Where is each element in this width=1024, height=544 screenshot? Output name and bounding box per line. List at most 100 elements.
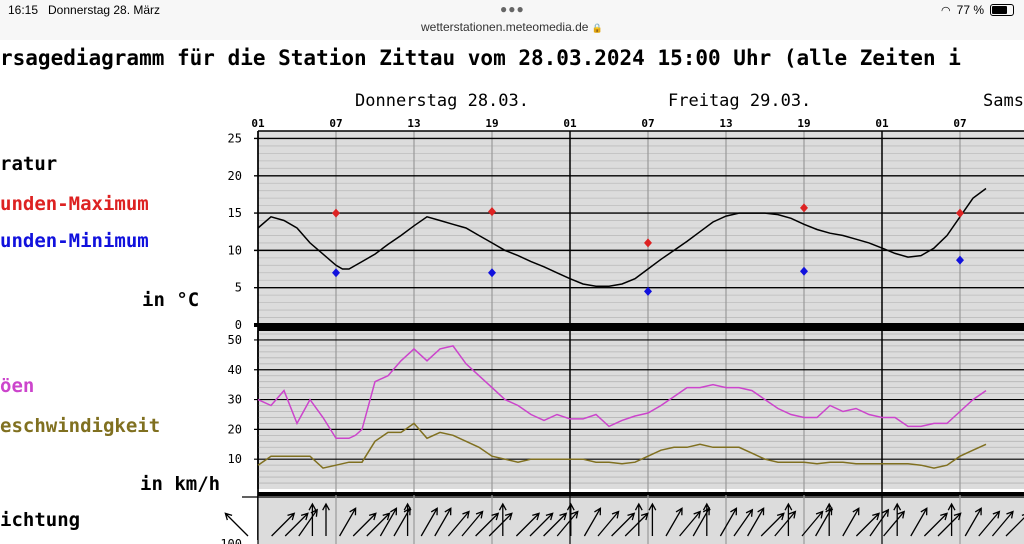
wind-direction-arrow [910, 507, 928, 537]
wind-legend-label: öen [0, 375, 34, 397]
wind-direction-arrow [379, 507, 398, 537]
wind-direction-arrow [893, 502, 902, 536]
hour-tick-label: 07 [329, 117, 342, 130]
wind-ytick-label: 50 [228, 333, 242, 347]
temp-legend-label: unden-Minimum [0, 230, 149, 252]
temp-legend-label: unden-Maximum [0, 193, 149, 215]
temp-max-marker [644, 238, 652, 248]
wind-direction-arrow [869, 508, 890, 537]
wind-direction-arrow [461, 510, 484, 537]
hour-tick-label: 13 [719, 117, 732, 130]
temp-ytick-label: 25 [228, 131, 242, 145]
wind-direction-arrow [624, 512, 649, 537]
battery-icon [990, 4, 1014, 16]
date-text: Donnerstag 28. März [48, 3, 161, 17]
wind-direction-arrow [1005, 514, 1024, 537]
wind-direction-arrow [801, 510, 824, 537]
temp-ytick-label: 10 [228, 243, 242, 257]
wind-direction-arrow [665, 507, 683, 537]
wind-direction-arrow [434, 507, 452, 537]
wind-direction-arrow [947, 502, 956, 536]
temp-min-marker [332, 268, 340, 278]
status-icons: ◠ 77 % [941, 3, 1014, 17]
temp-max-marker [488, 207, 496, 217]
wind-direction-arrow [702, 502, 711, 536]
temp-ytick-label: 0 [235, 318, 242, 332]
wind-direction-arrow [855, 512, 880, 537]
temp-ytick-label: 20 [228, 169, 242, 183]
wind-direction-arrow [679, 510, 702, 537]
wind-direction-arrow [475, 512, 500, 537]
temperature-line [257, 187, 987, 287]
address-bar[interactable]: wetterstationen.meteomedia.de 🔒 [0, 20, 1024, 34]
browser-status-bar: 16:15 Donnerstag 28. März ●●● wetterstat… [0, 0, 1024, 40]
wind-gust-line [257, 345, 987, 440]
direction-ytick-label: 100 [220, 537, 242, 544]
wind-direction-arrow [937, 512, 962, 537]
wind-direction-arrow [923, 512, 948, 537]
wind-direction-arrow [488, 512, 513, 537]
hour-tick-label: 01 [875, 117, 889, 130]
wind-ytick-label: 30 [228, 393, 242, 407]
wind-direction-arrow [322, 502, 330, 536]
day-label: Sams [983, 91, 1024, 111]
wind-direction-arrow [498, 502, 507, 536]
battery-percent: 77 % [956, 3, 984, 17]
wifi-icon: ◠ [941, 4, 951, 17]
wind-direction-arrow [648, 502, 657, 536]
hour-tick-label: 01 [563, 117, 577, 130]
lock-icon: 🔒 [591, 23, 603, 33]
temp-max-marker [332, 208, 340, 218]
url-text[interactable]: wetterstationen.meteomedia.de [421, 20, 589, 34]
tab-handle-icon[interactable]: ●●● [500, 2, 525, 16]
wind-direction-arrow [566, 502, 575, 536]
wind-direction-arrow [978, 510, 1001, 537]
wind-direction-arrow [366, 512, 391, 537]
temp-ytick-label: 15 [228, 206, 242, 220]
temp-min-marker [488, 268, 496, 278]
wind-direction-arrow [271, 512, 296, 537]
hour-tick-label: 01 [251, 117, 265, 130]
wind-unit-label: in km/h [140, 473, 220, 495]
hour-tick-label: 13 [407, 117, 420, 130]
wind-direction-arrow [447, 510, 470, 537]
temp-min-marker [800, 266, 808, 276]
hour-tick-label: 19 [797, 117, 810, 130]
temp-legend-label: ratur [0, 153, 57, 175]
temp-unit-label: in °C [142, 289, 199, 311]
wind-direction-arrow [543, 512, 568, 537]
wind-direction-arrow [339, 507, 357, 537]
wind-direction-arrow [842, 507, 860, 537]
wind-direction-arrow [991, 510, 1014, 537]
wind-ytick-label: 40 [228, 363, 242, 377]
wind-direction-arrow [403, 502, 412, 536]
wind-speed-line [257, 422, 987, 469]
wind-direction-arrow [719, 507, 738, 537]
wind-direction-arrow [747, 507, 765, 537]
wind-direction-arrow [634, 502, 643, 536]
wind-direction-arrow [597, 510, 620, 537]
wind-direction-arrow [760, 512, 785, 537]
hour-tick-label: 07 [953, 117, 966, 130]
wind-direction-arrow [529, 512, 554, 537]
wind-direction-arrow [825, 502, 834, 536]
hour-tick-label: 07 [641, 117, 654, 130]
wind-direction-arrow [515, 512, 540, 537]
wind-ytick-label: 20 [228, 422, 242, 436]
chart-title: rsagediagramm für die Station Zittau vom… [0, 46, 961, 70]
wind-plot-area [259, 331, 1024, 489]
wind-direction-arrow [420, 507, 438, 537]
wind-direction-arrow [556, 510, 579, 537]
hour-tick-label: 19 [485, 117, 498, 130]
day-label: Freitag 29.03. [668, 91, 811, 111]
forecast-chart: rsagediagramm für die Station Zittau vom… [0, 46, 1024, 544]
wind-direction-arrow [308, 502, 317, 536]
temp-ytick-label: 5 [235, 281, 242, 295]
wind-legend-label: eschwindigkeit [0, 415, 160, 437]
wind-direction-arrow [352, 512, 377, 537]
clock: 16:15 [8, 3, 39, 17]
day-label: Donnerstag 28.03. [355, 91, 529, 111]
wind-direction-arrow [774, 510, 797, 537]
wind-direction-arrow [784, 502, 793, 536]
temp-max-marker [956, 208, 964, 218]
